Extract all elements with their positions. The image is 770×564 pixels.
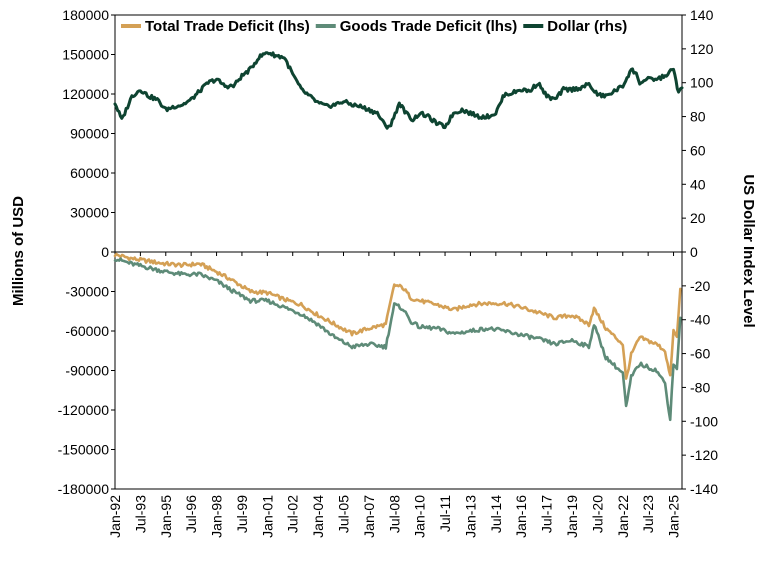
x-tick-label: Jul-99 xyxy=(234,495,250,533)
right-tick-label: 20 xyxy=(690,210,706,226)
right-tick-label: 40 xyxy=(690,176,706,192)
legend-label-3: Dollar (rhs) xyxy=(547,18,627,35)
left-tick-label: 0 xyxy=(101,244,109,260)
right-tick-label: 140 xyxy=(690,7,714,23)
x-tick-label: Jul-96 xyxy=(183,495,199,533)
left-tick-label: -90000 xyxy=(65,363,109,379)
left-tick-label: -180000 xyxy=(58,481,110,497)
right-tick-label: 80 xyxy=(690,109,706,125)
legend: Total Trade Deficit (lhs) Goods Trade Def… xyxy=(121,18,627,35)
left-tick-label: 150000 xyxy=(62,47,109,63)
x-tick-label: Jul-02 xyxy=(285,495,301,533)
left-tick-label: -150000 xyxy=(58,442,110,458)
x-tick-label: Jan-98 xyxy=(209,495,225,538)
left-axis-title: Millions of USD xyxy=(10,196,27,306)
left-tick-label: 180000 xyxy=(62,7,109,23)
x-tick-label: Jan-22 xyxy=(615,495,631,538)
series-line-2 xyxy=(113,257,682,422)
legend-label-2: Goods Trade Deficit (lhs) xyxy=(340,18,518,35)
x-tick-label: Jul-05 xyxy=(335,495,351,533)
right-tick-label: -20 xyxy=(690,278,710,294)
x-tick-label: Jan-13 xyxy=(462,495,478,538)
series-group xyxy=(113,51,684,422)
left-tick-label: -60000 xyxy=(65,323,109,339)
series-line-1 xyxy=(113,252,682,380)
x-tick-label: Jan-07 xyxy=(361,495,377,538)
right-tick-label: -100 xyxy=(690,413,718,429)
x-tick-label: Jan-95 xyxy=(158,495,174,538)
x-tick-label: Jul-14 xyxy=(488,495,504,533)
x-tick-label: Jan-16 xyxy=(513,495,529,538)
x-tick-label: Jul-08 xyxy=(386,495,402,533)
right-tick-label: 100 xyxy=(690,75,714,91)
left-tick-label: -30000 xyxy=(65,284,109,300)
right-axis-title: US Dollar Index Level xyxy=(740,174,757,327)
axes-group: 180000 150000 120000 90000 60000 30000 0 -30000… xyxy=(58,7,719,538)
left-tick-label: 60000 xyxy=(70,165,109,181)
x-tick-label: Jan-92 xyxy=(107,495,123,538)
right-tick-label: -60 xyxy=(690,346,710,362)
right-tick-label: -80 xyxy=(690,379,710,395)
right-tick-label: -40 xyxy=(690,312,710,328)
left-tick-label: 30000 xyxy=(70,205,109,221)
x-tick-label: Jan-25 xyxy=(666,495,682,538)
x-tick-label: Jan-10 xyxy=(412,495,428,538)
x-tick-label: Jul-17 xyxy=(539,495,555,533)
x-tick-label: Jan-04 xyxy=(310,495,326,538)
x-tick-label: Jul-93 xyxy=(132,495,148,533)
right-tick-label: -140 xyxy=(690,481,718,497)
x-tick-label: Jan-19 xyxy=(564,495,580,538)
series-line-3 xyxy=(113,51,684,130)
x-tick-label: Jul-23 xyxy=(640,495,656,533)
left-tick-label: 90000 xyxy=(70,126,109,142)
right-tick-label: 120 xyxy=(690,41,714,57)
x-tick-label: Jul-11 xyxy=(437,495,453,532)
left-tick-label: -120000 xyxy=(58,402,110,418)
right-tick-label: 0 xyxy=(690,244,698,260)
legend-label-1: Total Trade Deficit (lhs) xyxy=(145,18,310,35)
left-tick-label: 120000 xyxy=(62,86,109,102)
x-tick-label: Jan-01 xyxy=(259,495,275,538)
x-tick-label: Jul-20 xyxy=(589,495,605,533)
right-tick-label: 60 xyxy=(690,142,706,158)
right-tick-label: -120 xyxy=(690,447,718,463)
